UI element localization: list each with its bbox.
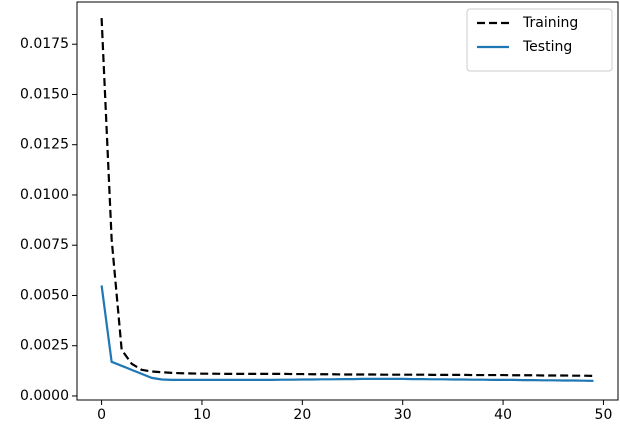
y-tick-label: 0.0025 xyxy=(20,338,69,354)
x-tick-label: 10 xyxy=(193,407,211,423)
x-tick-label: 20 xyxy=(293,407,311,423)
y-tick-label: 0.0050 xyxy=(20,287,69,303)
legend-label: Training xyxy=(522,15,578,31)
plot-frame xyxy=(76,1,619,401)
y-tick-label: 0.0175 xyxy=(20,36,69,52)
y-tick-label: 0.0125 xyxy=(20,137,69,153)
y-tick-label: 0.0000 xyxy=(20,388,69,404)
legend-box xyxy=(466,8,613,72)
x-tick-label: 0 xyxy=(97,407,106,423)
legend-label: Testing xyxy=(522,39,572,55)
y-tick-label: 0.0150 xyxy=(20,86,69,102)
x-tick-label: 50 xyxy=(595,407,613,423)
line-series xyxy=(100,18,594,377)
x-tick-label: 40 xyxy=(494,407,512,423)
x-tick-label: 30 xyxy=(394,407,412,423)
y-tick-label: 0.0100 xyxy=(20,187,69,203)
line-series xyxy=(100,285,594,383)
y-tick-label: 0.0075 xyxy=(20,237,69,253)
